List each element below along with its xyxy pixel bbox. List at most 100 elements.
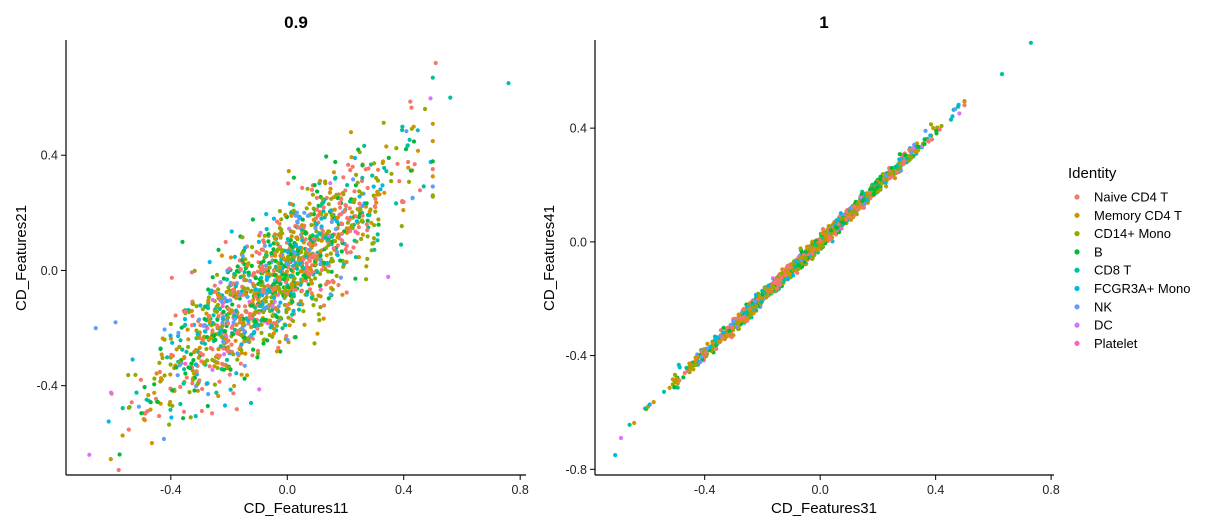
- point: [314, 229, 319, 234]
- point: [149, 441, 154, 446]
- point: [798, 246, 803, 251]
- point: [866, 194, 871, 199]
- point: [215, 272, 220, 277]
- point: [301, 257, 306, 262]
- point: [307, 258, 312, 263]
- point: [693, 358, 698, 364]
- point: [177, 344, 182, 349]
- point: [856, 207, 861, 212]
- point: [218, 280, 223, 285]
- point: [276, 265, 282, 270]
- point: [221, 309, 226, 314]
- point: [770, 284, 776, 289]
- point: [232, 317, 237, 322]
- point: [291, 318, 296, 324]
- point: [687, 361, 692, 366]
- point: [698, 359, 703, 365]
- point: [292, 250, 297, 255]
- point: [212, 382, 217, 387]
- point: [353, 276, 358, 281]
- point: [705, 346, 710, 351]
- point: [183, 371, 188, 376]
- point: [116, 467, 121, 473]
- legend-label: DC: [1094, 318, 1113, 333]
- x-tick-label: 0.8: [1042, 483, 1059, 497]
- point: [191, 301, 196, 307]
- point: [264, 263, 269, 268]
- point: [261, 317, 266, 322]
- point: [290, 244, 295, 250]
- point: [428, 96, 433, 101]
- point: [238, 275, 243, 280]
- point: [228, 255, 233, 260]
- point: [108, 457, 113, 462]
- point: [321, 209, 326, 214]
- point: [259, 275, 264, 281]
- point: [860, 198, 865, 204]
- point: [240, 322, 245, 327]
- point: [192, 268, 197, 273]
- point: [234, 269, 239, 274]
- legend-swatch: [1074, 194, 1080, 200]
- point: [223, 239, 228, 245]
- point: [120, 406, 125, 411]
- x-tick-label: -0.4: [694, 483, 716, 497]
- point: [204, 346, 209, 352]
- point: [272, 273, 277, 278]
- point: [239, 333, 244, 338]
- point: [217, 306, 222, 311]
- point: [212, 359, 217, 364]
- point: [803, 255, 808, 260]
- point: [690, 364, 695, 370]
- x-axis-label: CD_Features31: [771, 500, 877, 517]
- point: [186, 337, 191, 342]
- legend-items: Naive CD4 T Memory CD4 T CD14+ Mono B CD8 T F…: [1074, 190, 1190, 351]
- point: [957, 111, 962, 116]
- point: [304, 292, 309, 297]
- point: [916, 144, 921, 149]
- point: [838, 211, 843, 216]
- point: [232, 383, 237, 389]
- point: [234, 281, 239, 286]
- point: [412, 162, 417, 167]
- point: [319, 224, 324, 229]
- point: [370, 173, 375, 178]
- point: [784, 269, 789, 274]
- point: [198, 303, 203, 308]
- point: [326, 280, 331, 285]
- point: [233, 338, 238, 343]
- point: [274, 307, 279, 312]
- point: [228, 387, 233, 392]
- point: [725, 325, 730, 330]
- point: [384, 169, 389, 174]
- point: [286, 169, 291, 174]
- point: [341, 264, 346, 269]
- point: [196, 355, 201, 360]
- y-tick-label: 0.4: [570, 122, 587, 136]
- point: [338, 205, 343, 210]
- point: [353, 214, 358, 219]
- point: [360, 213, 365, 218]
- point: [258, 230, 263, 235]
- point: [283, 273, 288, 278]
- point: [311, 206, 316, 211]
- point: [289, 234, 294, 239]
- point: [293, 213, 298, 218]
- point: [209, 288, 214, 293]
- point: [270, 304, 275, 309]
- point: [349, 155, 354, 160]
- point: [195, 381, 200, 387]
- point: [318, 287, 323, 292]
- point: [228, 367, 233, 372]
- point: [309, 222, 314, 228]
- point: [228, 298, 233, 303]
- point: [805, 244, 810, 249]
- point: [337, 201, 342, 206]
- point: [632, 420, 637, 426]
- point: [170, 403, 175, 408]
- point: [120, 433, 125, 438]
- point: [377, 192, 382, 197]
- point: [338, 258, 343, 263]
- point: [195, 388, 200, 393]
- point: [227, 372, 232, 377]
